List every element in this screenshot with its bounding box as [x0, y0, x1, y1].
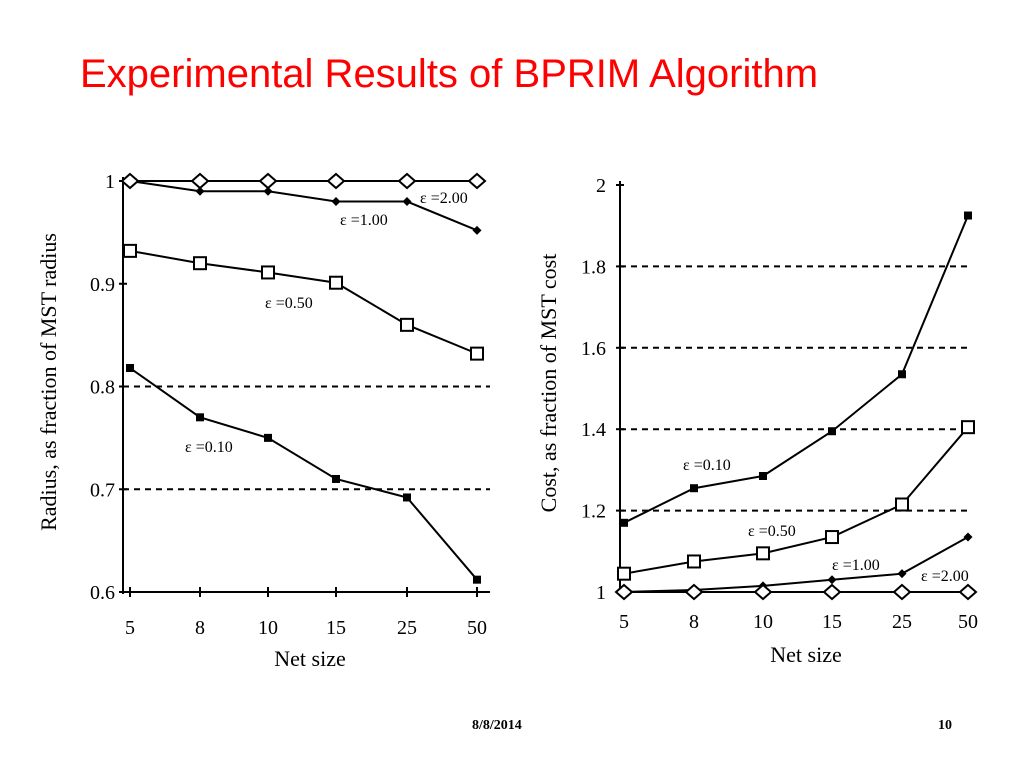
- chart2-series-line: [623, 426, 969, 575]
- chart2-y-tick-label: 1.6: [581, 338, 606, 360]
- chart1-data-point: [473, 575, 481, 584]
- chart1-data-point: [123, 243, 137, 258]
- chart1-x-tick-label: 15: [326, 617, 346, 639]
- chart2-data-point: [822, 583, 842, 601]
- chart1-y-tick-label: 0.7: [90, 479, 115, 501]
- chart2-y-tick-label: 1.2: [581, 501, 606, 523]
- chart1-data-point: [264, 433, 272, 442]
- page-number: 10: [938, 718, 952, 733]
- chart2-data-point: [898, 370, 906, 379]
- chart1-x-axis-label: Net size: [274, 646, 345, 671]
- chart2-data-point: [759, 472, 767, 481]
- chart1-data-point: [120, 172, 140, 190]
- chart2-series-label: ε =1.00: [832, 557, 880, 574]
- chart1-series-line: [129, 367, 478, 581]
- footer-date: 8/8/2014: [472, 718, 522, 733]
- chart1-data-point: [258, 172, 278, 190]
- chart2-data-point: [687, 554, 701, 569]
- chart2-data-point: [827, 575, 837, 585]
- chart1-data-point: [195, 186, 205, 196]
- chart2-data-point: [756, 546, 770, 561]
- chart2-data-point: [684, 583, 704, 601]
- chart1-data-point: [326, 172, 346, 190]
- chart1-data-point: [397, 172, 417, 190]
- chart2-y-axis-label: Cost, as fraction of MST cost: [536, 254, 561, 513]
- chart2-data-point: [828, 427, 836, 436]
- chart1-data-point: [261, 265, 275, 280]
- chart2-data-point: [825, 530, 839, 545]
- chart1-series-line: [129, 249, 478, 355]
- chart1-data-point: [403, 493, 411, 502]
- chart1-series-line: [129, 180, 478, 232]
- chart1-data-point: [470, 346, 484, 361]
- chart1-data-point: [190, 172, 210, 190]
- chart1-data-point: [467, 172, 487, 190]
- chart1-y-tick-label: 0.9: [90, 274, 115, 296]
- chart2-y-tick-label: 1.8: [581, 256, 606, 278]
- chart1-series-label: ε =2.00: [420, 190, 468, 207]
- chart2-data-point: [897, 569, 907, 579]
- chart1-series-label: ε =0.50: [265, 295, 313, 312]
- chart2-data-point: [617, 566, 631, 581]
- chart2-data-point: [620, 518, 628, 527]
- chart1-y-tick-label: 0.6: [90, 582, 115, 604]
- chart2-x-axis-label: Net size: [770, 642, 841, 667]
- chart1-data-point: [126, 364, 134, 373]
- chart2-x-tick-label: 50: [958, 611, 978, 633]
- chart2-y-tick-label: 1.4: [581, 419, 606, 441]
- chart2-x-tick-label: 5: [619, 611, 629, 633]
- chart1-series-label: ε =1.00: [340, 212, 388, 229]
- chart2-series-line: [623, 536, 969, 593]
- chart2-data-point: [963, 532, 973, 542]
- chart1-x-tick-label: 50: [467, 617, 487, 639]
- chart2-data-point: [958, 583, 978, 601]
- chart1-y-tick-label: 1: [105, 171, 115, 193]
- chart1-x-tick-label: 8: [195, 617, 205, 639]
- slide-title: Experimental Results of BPRIM Algorithm: [80, 52, 819, 96]
- chart2-data-point: [753, 583, 773, 601]
- chart1-data-point: [402, 197, 412, 207]
- chart2-data-point: [964, 211, 972, 220]
- chart2-y-tick-label: 1: [596, 582, 606, 604]
- chart2-series-label: ε =2.00: [921, 568, 969, 585]
- chart2-series-line: [623, 215, 969, 524]
- chart2-x-tick-label: 25: [892, 611, 912, 633]
- chart2-x-tick-label: 8: [689, 611, 699, 633]
- chart1-data-point: [193, 256, 207, 271]
- chart1-x-tick-label: 25: [397, 617, 417, 639]
- chart1-series-label: ε =0.10: [185, 439, 233, 456]
- chart1-data-point: [400, 317, 414, 332]
- chart1-x-tick-label: 10: [258, 617, 278, 639]
- chart1-data-point: [263, 186, 273, 196]
- chart1-x-tick-label: 5: [125, 617, 135, 639]
- chart2-x-tick-label: 15: [822, 611, 842, 633]
- chart2-data-point: [614, 583, 634, 601]
- chart2-data-point: [690, 484, 698, 493]
- chart2-data-point: [895, 497, 909, 512]
- chart2-series-label: ε =0.10: [683, 457, 731, 474]
- chart2-data-point: [892, 583, 912, 601]
- chart1-data-point: [196, 413, 204, 422]
- chart1-data-point: [472, 225, 482, 235]
- chart1-y-tick-label: 0.8: [90, 377, 115, 399]
- chart1-data-point: [329, 275, 343, 290]
- chart2-data-point: [961, 420, 975, 435]
- chart2-y-tick-label: 2: [596, 175, 606, 197]
- chart2-x-tick-label: 10: [753, 611, 773, 633]
- chart1-data-point: [332, 474, 340, 483]
- chart2-series-label: ε =0.50: [748, 523, 796, 540]
- chart1-data-point: [331, 197, 341, 207]
- chart1-y-axis-label: Radius, as fraction of MST radius: [36, 233, 61, 531]
